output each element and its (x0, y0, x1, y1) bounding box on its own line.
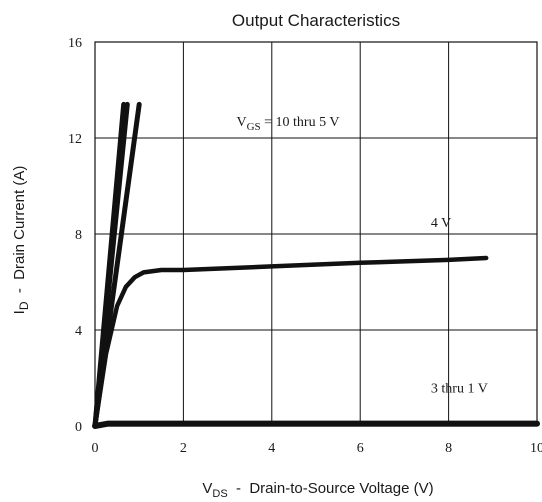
curve-annotation: 4 V (431, 216, 451, 231)
x-axis-label-rest: - Drain-to-Source Voltage (V) (228, 480, 434, 497)
y-ticks: 0 4 8 12 16 (68, 36, 82, 435)
curves (92, 101, 540, 429)
y-axis-label: ID - Drain Current (A) (11, 166, 31, 315)
x-tick-label: 4 (268, 441, 275, 456)
x-axis-label: VDS - Drain-to-Source Voltage (V) (202, 480, 433, 500)
x-ticks: 0 2 4 6 8 10 (92, 441, 542, 456)
annotation-main: V (236, 115, 246, 130)
series-line-4-v (92, 255, 489, 429)
gridlines (95, 42, 537, 426)
x-tick-label: 8 (445, 441, 452, 456)
x-tick-label: 10 (530, 441, 542, 456)
curve-annotation: VGS = 10 thru 5 V (236, 115, 339, 133)
chart-title: Output Characteristics (232, 11, 400, 30)
y-axis-label-sub: D (17, 301, 31, 310)
annotation-sub: GS (247, 121, 261, 133)
annotation-rest: = 10 thru 5 V (261, 115, 340, 130)
y-tick-label: 0 (75, 420, 82, 435)
y-axis-label-rest: - Drain Current (A) (11, 166, 28, 302)
series-line-3-thru-1-v (92, 420, 540, 429)
x-tick-label: 6 (357, 441, 364, 456)
y-axis-label-main: I (11, 310, 28, 314)
curve-annotation: 3 thru 1 V (431, 381, 488, 396)
x-tick-label: 0 (92, 441, 99, 456)
y-tick-label: 12 (68, 132, 82, 147)
y-tick-label: 8 (75, 228, 82, 243)
plot-frame (94, 41, 538, 427)
y-tick-label: 4 (75, 324, 82, 339)
x-tick-label: 2 (180, 441, 187, 456)
annotations: VGS = 10 thru 5 V 4 V 3 thru 1 V (236, 115, 487, 396)
y-tick-label: 16 (68, 36, 82, 51)
x-axis-label-sub: DS (212, 488, 227, 500)
x-axis-label-main: V (202, 480, 212, 497)
